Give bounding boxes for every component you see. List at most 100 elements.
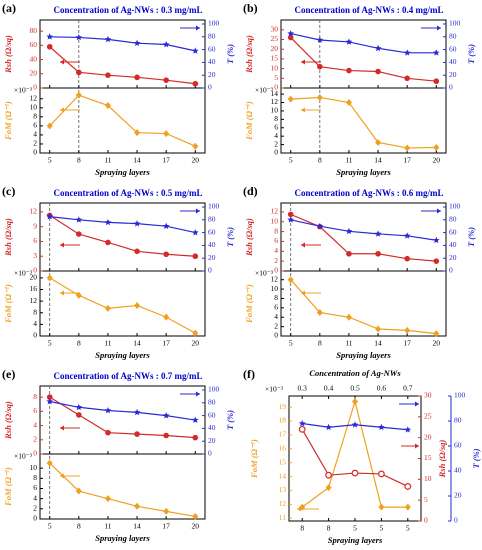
star-marker [192,416,199,423]
star-marker [46,213,53,220]
star-marker [104,218,112,226]
y-tick-label: 12 [271,274,279,283]
star-marker [378,423,385,431]
diamond-marker [75,91,82,99]
axis-label: FoM (Ω⁻¹) [3,101,13,141]
x2-tick-label: 0.5 [350,384,360,393]
star-marker [433,236,440,244]
y-tick-label: 0 [208,449,212,458]
axis-label: Rsh (Ω/sq) [3,35,13,74]
circle-marker [404,483,412,490]
y-tick-label: 80 [449,32,457,41]
y-tick-label: 10 [30,463,38,472]
diamond-marker [104,102,111,110]
diamond-marker [192,512,199,520]
star-marker [133,220,141,227]
data-line [49,400,196,421]
star-marker [403,232,411,239]
circle-marker [433,258,440,264]
y-tick-label: 12 [279,499,287,508]
axis-label: FoM (Ω⁻¹) [3,467,13,507]
y-tick-label: 0 [33,514,37,523]
circle-marker [404,75,410,82]
star-marker [46,398,53,405]
data-line [290,213,437,262]
data-line [49,214,196,257]
data-line [49,36,196,52]
circle-marker [192,253,199,260]
y-tick-label: 8 [274,226,278,235]
circle-marker [287,34,294,41]
axis-label: Rsh (Ω/sq) [437,439,447,478]
x-tick-label: 20 [192,156,200,165]
y-tick-label: 0 [208,83,212,92]
axis-label: Rsh (Ω/sq) [3,218,13,257]
y-tick-label: 20 [449,253,457,262]
circle-marker [404,255,410,262]
panel-title: Concentration of Ag-NWs : 0.6 mg/mL [295,188,444,198]
y-tick-label: 6 [274,122,278,131]
x-tick-label: 17 [162,522,170,531]
x-axis-label: Spraying layers [336,350,391,360]
star-marker [345,227,353,235]
y-tick-label: 5 [274,73,278,82]
y-tick-label: 12 [30,207,38,216]
y-tick-label: 40 [454,466,462,475]
x2-tick-label: 0.7 [403,384,413,393]
y-tick-label: 60 [449,44,457,53]
circle-marker [76,231,82,237]
y-tick-label: 0 [274,148,278,157]
star-marker [162,412,170,419]
y-tick-label: 80 [30,26,38,35]
circle-marker [163,251,169,258]
arrow-head [60,59,64,65]
y-tick-label: 11 [279,513,286,522]
x-tick-label: 17 [162,156,170,165]
x-tick-label: 5 [380,524,384,533]
circle-marker [375,250,381,257]
arrow-head [297,506,301,512]
x-tick-label: 11 [104,156,111,165]
diamond-marker [104,495,111,503]
x-tick-label: 20 [433,339,441,348]
y-tick-label: 100 [454,391,466,400]
x-tick-label: 20 [192,522,200,531]
axis-label: T (%) [225,227,235,247]
axis-label: Rsh (Ω/sq) [244,218,254,257]
x-tick-label: 11 [345,339,352,348]
y-tick-label: 6 [274,303,278,312]
arrow-head [60,242,64,248]
y-tick-label: 20 [208,70,216,79]
panel-label: (d) [243,184,258,198]
circle-marker [46,394,53,400]
y-tick-label: 15 [279,457,287,466]
diamond-marker [375,138,382,146]
y-tick-label: 0 [33,266,37,275]
y-tick-label: 4 [274,312,278,321]
star-marker [104,407,112,414]
circle-marker [163,77,169,83]
multiplier: ×10⁻³ [265,385,284,394]
y-tick-label: 0 [274,266,278,275]
star-marker [374,44,382,52]
y-tick-label: 6 [33,483,37,492]
y-tick-label: 0 [449,266,453,275]
circle-marker [192,434,199,441]
y-tick-label: 20 [271,44,279,53]
y-tick-label: 10 [30,103,38,112]
circle-marker [346,67,352,74]
y-tick-label: 60 [449,227,457,236]
y-tick-label: 4 [33,130,37,139]
y-tick-label: 0 [454,516,458,525]
arrow-head [301,290,305,296]
x-tick-label: 5 [406,524,410,533]
diamond-marker [404,144,411,152]
x-tick-label: 20 [192,339,200,348]
data-line [301,429,409,487]
x-tick-label: 17 [162,339,170,348]
data-line [290,219,437,241]
x-tick-label: 8 [327,524,331,533]
y-tick-label: 2 [33,434,37,443]
x-tick-label: 14 [374,156,382,165]
